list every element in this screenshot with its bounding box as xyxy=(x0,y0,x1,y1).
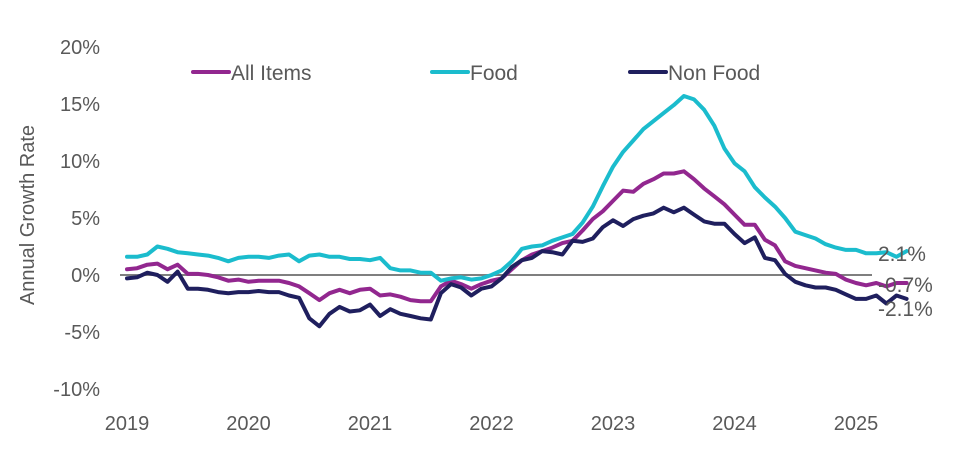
legend: All Items Food Non Food xyxy=(191,62,760,85)
y-tick-label: -10% xyxy=(53,379,100,401)
x-tick-label: 2020 xyxy=(226,413,271,435)
y-tick-label: 0% xyxy=(71,265,100,287)
y-axis-title: Annual Growth Rate xyxy=(17,125,39,305)
series-line-food xyxy=(125,94,909,283)
y-tick-label: -5% xyxy=(64,322,100,344)
legend-label: Food xyxy=(470,62,518,85)
series-line-all-items xyxy=(125,169,909,304)
x-tick-label: 2019 xyxy=(105,413,150,435)
y-tick-label: 10% xyxy=(60,151,100,173)
legend-label: Non Food xyxy=(668,62,760,85)
legend-item: Food xyxy=(430,62,518,85)
end-value-label: -2.1% xyxy=(878,298,933,321)
y-tick-label: 20% xyxy=(60,37,100,59)
x-tick-label: 2023 xyxy=(591,413,636,435)
legend-item: All Items xyxy=(191,62,312,85)
legend-item: Non Food xyxy=(628,62,760,85)
end-labels: -0.7% 2.1% -2.1% xyxy=(878,243,933,321)
x-tick-label: 2021 xyxy=(348,413,393,435)
x-axis: 2019 2020 2021 2022 2023 2024 2025 xyxy=(105,413,879,435)
end-value-label: 2.1% xyxy=(878,243,926,266)
end-value-label: -0.7% xyxy=(878,274,933,297)
y-axis: 20% 15% 10% 5% 0% -5% -10% xyxy=(53,37,100,401)
series-line-non-food xyxy=(125,205,909,329)
x-tick-label: 2025 xyxy=(834,413,879,435)
x-tick-label: 2022 xyxy=(469,413,514,435)
y-tick-label: 5% xyxy=(71,208,100,230)
legend-label: All Items xyxy=(231,62,312,85)
series-layer xyxy=(125,94,909,329)
x-tick-label: 2024 xyxy=(712,413,757,435)
y-tick-label: 15% xyxy=(60,94,100,116)
